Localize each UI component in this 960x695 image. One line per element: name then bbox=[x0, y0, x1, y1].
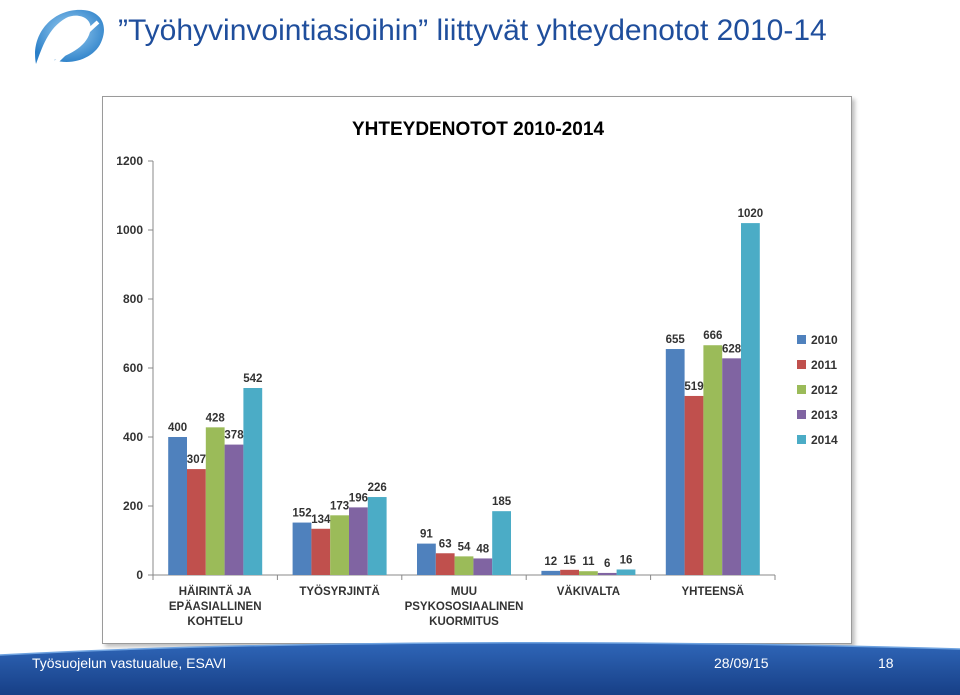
legend-label-2011: 2011 bbox=[811, 358, 837, 372]
bar-2014-cat-3 bbox=[616, 569, 636, 575]
data-label-2012-cat-2: 54 bbox=[458, 541, 471, 553]
y-tick-label: 1000 bbox=[116, 223, 143, 237]
data-label-2014-cat-2: 185 bbox=[492, 496, 512, 508]
data-label-2010-cat-4: 655 bbox=[666, 334, 686, 346]
bar-2010-cat-4 bbox=[665, 349, 685, 575]
esavi-logo-icon bbox=[35, 9, 104, 78]
data-label-2012-cat-0: 428 bbox=[206, 412, 226, 424]
y-tick-label: 600 bbox=[123, 361, 143, 375]
bar-2011-cat-4 bbox=[684, 395, 704, 575]
category-label: TYÖSYRJINTÄ bbox=[299, 585, 380, 598]
data-label-2010-cat-2: 91 bbox=[420, 529, 433, 541]
data-label-2011-cat-1: 134 bbox=[311, 514, 331, 526]
data-label-2011-cat-2: 63 bbox=[439, 538, 452, 550]
bar-2010-cat-2 bbox=[417, 543, 436, 575]
bar-2013-cat-0 bbox=[224, 444, 244, 575]
legend-swatch-2013 bbox=[797, 410, 806, 419]
bar-2014-cat-2 bbox=[492, 511, 511, 575]
bar-2012-cat-3 bbox=[579, 571, 598, 575]
y-tick-label: 200 bbox=[123, 499, 143, 513]
footer-bar bbox=[0, 641, 960, 695]
y-tick-label: 0 bbox=[136, 568, 143, 582]
bar-2010-cat-1 bbox=[292, 522, 312, 575]
bar-chart: YHTEYDENOTOT 2010-2014 0 200 400 600 800 1000… bbox=[116, 119, 838, 628]
legend-swatch-2011 bbox=[797, 360, 806, 369]
bar-2012-cat-1 bbox=[330, 515, 349, 575]
footer-organization: Työsuojelun vastuualue, ESAVI bbox=[32, 655, 227, 671]
bar-2010-cat-3 bbox=[541, 570, 561, 575]
data-label-2012-cat-1: 173 bbox=[330, 500, 349, 512]
bar-2012-cat-0 bbox=[205, 427, 225, 575]
legend-label-2010: 2010 bbox=[811, 333, 838, 347]
data-label-2013-cat-3: 6 bbox=[604, 558, 610, 570]
category-label: KOHTELU bbox=[187, 616, 243, 628]
footer-date: 28/09/15 bbox=[714, 655, 769, 671]
legend-label-2013: 2013 bbox=[811, 408, 838, 422]
category-label: VÄKIVALTA bbox=[557, 585, 620, 598]
bar-2011-cat-2 bbox=[435, 553, 455, 575]
data-label-2011-cat-4: 519 bbox=[684, 381, 703, 393]
category-label: MUU bbox=[451, 586, 477, 598]
bar-2012-cat-4 bbox=[703, 345, 723, 575]
data-label-2011-cat-3: 15 bbox=[563, 555, 576, 567]
data-label-2014-cat-1: 226 bbox=[368, 482, 387, 494]
data-label-2012-cat-3: 11 bbox=[582, 556, 595, 568]
bar-2011-cat-1 bbox=[311, 528, 331, 575]
page-number: 18 bbox=[878, 655, 894, 671]
category-label: YHTEENSÄ bbox=[681, 585, 744, 598]
legend-swatch-2010 bbox=[797, 335, 806, 344]
category-label: HÄIRINTÄ JA bbox=[179, 585, 252, 598]
data-label-2011-cat-0: 307 bbox=[187, 454, 206, 466]
bar-2014-cat-1 bbox=[367, 497, 387, 575]
category-label: EPÄASIALLINEN bbox=[169, 600, 262, 613]
data-label-2013-cat-0: 378 bbox=[224, 430, 244, 442]
y-tick-label: 800 bbox=[123, 292, 143, 306]
bar-2011-cat-0 bbox=[187, 469, 206, 575]
bar-2014-cat-4 bbox=[741, 223, 760, 575]
y-tick-label: 1200 bbox=[116, 154, 143, 168]
bar-2010-cat-0 bbox=[168, 437, 187, 575]
data-label-2014-cat-0: 542 bbox=[243, 373, 262, 385]
bar-2011-cat-3 bbox=[560, 569, 579, 575]
category-label: KUORMITUS bbox=[429, 616, 499, 628]
bar-2013-cat-1 bbox=[349, 507, 368, 575]
bar-2012-cat-2 bbox=[454, 556, 474, 575]
legend-label-2014: 2014 bbox=[811, 433, 838, 447]
data-label-2014-cat-3: 16 bbox=[620, 554, 633, 566]
legend-swatch-2012 bbox=[797, 385, 806, 394]
data-label-2013-cat-1: 196 bbox=[349, 492, 368, 504]
bar-2014-cat-0 bbox=[243, 388, 263, 575]
data-label-2010-cat-0: 400 bbox=[168, 422, 187, 434]
chart-frame: YHTEYDENOTOT 2010-2014 0 200 400 600 800 1000… bbox=[102, 96, 852, 644]
legend-label-2012: 2012 bbox=[811, 383, 838, 397]
chart-title: YHTEYDENOTOT 2010-2014 bbox=[352, 119, 604, 140]
y-tick-label: 400 bbox=[123, 430, 143, 444]
data-label-2010-cat-1: 152 bbox=[292, 508, 311, 520]
data-label-2013-cat-2: 48 bbox=[476, 543, 489, 555]
bar-2013-cat-2 bbox=[473, 558, 493, 575]
data-label-2014-cat-4: 1020 bbox=[738, 208, 764, 220]
data-label-2010-cat-3: 12 bbox=[544, 556, 557, 568]
data-label-2012-cat-4: 666 bbox=[703, 330, 722, 342]
data-label-2013-cat-4: 628 bbox=[722, 343, 742, 355]
slide-title: ”Työhyvinvointiasioihin” liittyvät yhtey… bbox=[118, 14, 827, 47]
legend-swatch-2014 bbox=[797, 435, 806, 444]
bar-2013-cat-3 bbox=[597, 572, 617, 575]
category-label: PSYKOSOSIAALINEN bbox=[405, 601, 524, 613]
bar-2013-cat-4 bbox=[722, 358, 741, 575]
